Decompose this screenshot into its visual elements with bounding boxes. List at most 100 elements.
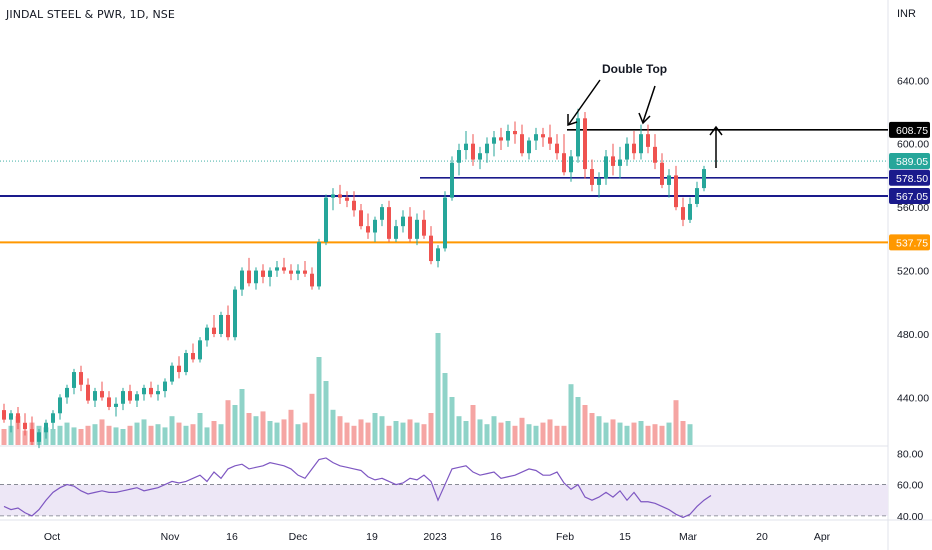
candle-body[interactable] — [240, 270, 244, 290]
candle-body[interactable] — [149, 387, 153, 395]
candle-body[interactable] — [681, 207, 685, 220]
candle-body[interactable] — [198, 340, 202, 360]
rsi-line[interactable] — [3, 457, 712, 519]
candle-body[interactable] — [142, 387, 146, 395]
candle-body[interactable] — [597, 178, 601, 185]
candle-body[interactable] — [520, 134, 524, 154]
candle-body[interactable] — [247, 270, 251, 284]
candle-body[interactable] — [310, 273, 314, 287]
candle-body[interactable] — [65, 387, 69, 398]
candle-body[interactable] — [254, 270, 258, 284]
candle-body[interactable] — [485, 143, 489, 154]
candle-body[interactable] — [16, 413, 20, 423]
candle-body[interactable] — [338, 194, 342, 198]
candle-body[interactable] — [289, 270, 293, 274]
candle-body[interactable] — [436, 248, 440, 262]
candle-body[interactable] — [387, 207, 391, 239]
candle-body[interactable] — [625, 143, 629, 160]
candle-body[interactable] — [548, 137, 552, 144]
candle-body[interactable] — [44, 422, 48, 433]
candle-body[interactable] — [86, 384, 90, 401]
candle-body[interactable] — [583, 118, 587, 170]
candle-body[interactable] — [72, 372, 76, 388]
candle-body[interactable] — [555, 143, 559, 154]
candle-body[interactable] — [359, 210, 363, 227]
candle-body[interactable] — [9, 413, 13, 420]
candle-body[interactable] — [639, 134, 643, 154]
candle-body[interactable] — [205, 327, 209, 341]
candle-body[interactable] — [611, 156, 615, 166]
candle-body[interactable] — [79, 372, 83, 385]
candle-body[interactable] — [191, 353, 195, 360]
candle-body[interactable] — [366, 226, 370, 233]
candle-body[interactable] — [107, 397, 111, 407]
candle-body[interactable] — [51, 413, 55, 423]
candle-body[interactable] — [163, 381, 167, 392]
candle-body[interactable] — [128, 391, 132, 401]
candle-body[interactable] — [30, 429, 34, 442]
candle-body[interactable] — [464, 143, 468, 151]
candle-body[interactable] — [408, 216, 412, 239]
time-axis[interactable]: Oct Nov 16 Dec 19 2023 16 Feb 15 Mar 20 Apr — [44, 531, 831, 543]
candle-body[interactable] — [401, 216, 405, 227]
candle-body[interactable] — [702, 169, 706, 189]
candle-body[interactable] — [443, 197, 447, 249]
candle-body[interactable] — [373, 219, 377, 233]
candle-body[interactable] — [100, 391, 104, 398]
candle-body[interactable] — [2, 410, 6, 420]
candle-body[interactable] — [569, 156, 573, 173]
candle-body[interactable] — [37, 432, 41, 442]
candle-body[interactable] — [457, 150, 461, 163]
candle-body[interactable] — [688, 203, 692, 220]
candle-body[interactable] — [590, 169, 594, 185]
candle-body[interactable] — [219, 314, 223, 334]
candle-body[interactable] — [513, 131, 517, 135]
candle-body[interactable] — [415, 219, 419, 239]
candle-body[interactable] — [618, 159, 622, 166]
candle-body[interactable] — [212, 327, 216, 334]
price-axis[interactable]: 440.00 480.00 520.00 560.00 600.00 640.00 40.0… — [897, 75, 929, 523]
candle-body[interactable] — [422, 219, 426, 236]
candle-body[interactable] — [695, 188, 699, 204]
candle-body[interactable] — [604, 156, 608, 179]
candle-body[interactable] — [667, 175, 671, 185]
candle-body[interactable] — [660, 162, 664, 185]
candle-body[interactable] — [527, 140, 531, 154]
candle-body[interactable] — [506, 131, 510, 141]
candle-body[interactable] — [58, 397, 62, 414]
candle-body[interactable] — [275, 267, 279, 271]
candle-body[interactable] — [135, 394, 139, 401]
candle-body[interactable] — [226, 314, 230, 338]
candle-body[interactable] — [471, 143, 475, 160]
candle-body[interactable] — [268, 270, 272, 277]
candle-body[interactable] — [674, 175, 678, 208]
candle-body[interactable] — [492, 137, 496, 144]
candle-body[interactable] — [93, 391, 97, 401]
candle-body[interactable] — [184, 353, 188, 373]
candle-body[interactable] — [499, 137, 503, 141]
candle-body[interactable] — [114, 403, 118, 407]
candle-body[interactable] — [646, 134, 650, 147]
candle-body[interactable] — [233, 289, 237, 338]
candle-body[interactable] — [261, 270, 265, 277]
candle-body[interactable] — [23, 422, 27, 430]
candle-body[interactable] — [429, 235, 433, 262]
candlestick-series[interactable] — [2, 108, 706, 449]
candle-body[interactable] — [352, 200, 356, 211]
candle-body[interactable] — [324, 197, 328, 243]
candle-body[interactable] — [331, 194, 335, 198]
candle-body[interactable] — [478, 153, 482, 160]
candle-body[interactable] — [576, 118, 580, 157]
candle-body[interactable] — [632, 143, 636, 154]
candle-body[interactable] — [450, 162, 454, 198]
candle-body[interactable] — [296, 270, 300, 274]
candle-body[interactable] — [653, 146, 657, 163]
candle-body[interactable] — [317, 242, 321, 287]
candle-body[interactable] — [394, 226, 398, 239]
candle-body[interactable] — [303, 270, 307, 274]
candle-body[interactable] — [534, 134, 538, 141]
candle-body[interactable] — [282, 267, 286, 271]
candle-body[interactable] — [562, 153, 566, 173]
candle-body[interactable] — [121, 391, 125, 404]
